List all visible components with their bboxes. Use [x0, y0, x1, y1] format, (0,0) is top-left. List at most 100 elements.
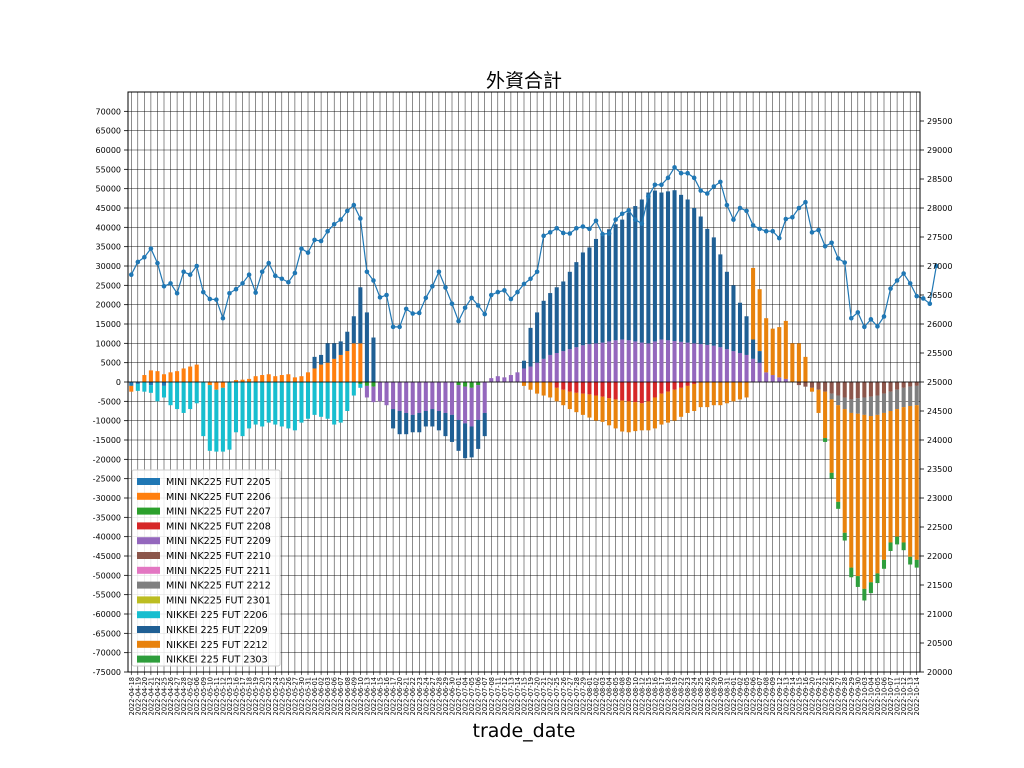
- price-line-point: [652, 182, 658, 188]
- bar-segment: [672, 190, 677, 342]
- x-tick-label: 2022-06-23: [416, 677, 424, 715]
- x-tick-label: 2022-07-26: [560, 677, 568, 715]
- bar-segment: [646, 401, 651, 431]
- bar-segment: [319, 382, 324, 417]
- x-tick-label: 2022-05-18: [246, 677, 254, 715]
- bar-segment: [908, 386, 913, 406]
- left-y-tick-label: 45000: [96, 204, 121, 213]
- bar-segment: [561, 389, 566, 406]
- price-line-point: [416, 310, 422, 316]
- bar-segment: [770, 375, 775, 382]
- legend[interactable]: MINI NK225 FUT 2205 MINI NK225 FUT 2206 MI…: [131, 469, 281, 667]
- bar-segment: [489, 378, 494, 382]
- price-line-point: [606, 231, 612, 236]
- bar-segment: [888, 411, 893, 543]
- bar-segment: [751, 267, 756, 340]
- price-line-point: [358, 216, 363, 221]
- price-line-point: [907, 281, 913, 286]
- bar-segment: [371, 337, 376, 382]
- bar-segment: [705, 382, 710, 408]
- legend-label: MINI NK225 FUT 2212: [166, 581, 271, 592]
- x-tick-label: 2022-04-19: [134, 677, 142, 715]
- bar-segment: [685, 199, 690, 343]
- bar-segment: [679, 341, 684, 382]
- price-line-point: [790, 214, 795, 220]
- left-y-tick-label: 20000: [96, 301, 121, 310]
- bar-segment: [502, 377, 507, 382]
- bar-segment: [836, 395, 841, 406]
- bar-segment: [633, 206, 638, 342]
- x-tick-label: 2022-08-10: [632, 677, 640, 715]
- bar-segment: [724, 349, 729, 382]
- bar-segment: [607, 398, 612, 426]
- price-line-point: [600, 231, 605, 237]
- bar-segment: [842, 397, 847, 410]
- left-y-tick-label: -40000: [93, 533, 121, 542]
- price-line-point: [737, 205, 743, 211]
- x-tick-label: 2022-05-11: [213, 677, 221, 715]
- bar-segment: [646, 343, 651, 382]
- bar-segment: [541, 300, 546, 359]
- x-tick-label: 2022-08-15: [645, 677, 653, 715]
- bar-segment: [207, 382, 212, 386]
- price-line-point: [299, 246, 304, 251]
- bar-segment: [476, 419, 481, 449]
- bar-segment: [325, 343, 330, 363]
- price-line-point: [803, 199, 808, 205]
- price-line-point: [449, 301, 455, 307]
- legend-label: NIKKEI 225 FUT 2209: [166, 625, 268, 636]
- bar-segment: [698, 216, 703, 345]
- bar-segment: [260, 382, 265, 427]
- bar-segment: [803, 356, 808, 382]
- bar-segment: [351, 382, 356, 396]
- price-line-point: [200, 289, 206, 295]
- price-line-point: [528, 276, 533, 282]
- legend-label: MINI NK225 FUT 2205: [166, 477, 271, 488]
- price-line-point: [534, 269, 540, 275]
- bar-segment: [816, 389, 821, 413]
- x-tick-label: 2022-06-15: [377, 677, 385, 715]
- x-tick-label: 2022-07-06: [475, 677, 483, 715]
- bar-segment: [397, 382, 402, 411]
- price-line-point: [279, 276, 285, 282]
- price-line-point: [338, 217, 344, 222]
- bar-segment: [449, 414, 455, 442]
- bar-segment: [652, 397, 657, 429]
- price-line-point: [574, 226, 579, 231]
- bar-segment: [842, 409, 847, 533]
- legend-swatch: [137, 611, 160, 619]
- bar-segment: [148, 370, 153, 382]
- price-line-point: [331, 221, 337, 227]
- legend-label: NIKKEI 225 FUT 2206: [166, 610, 268, 621]
- legend-swatch: [137, 566, 160, 574]
- bar-segment: [391, 409, 396, 429]
- legend-label: NIKKEI 225 FUT 2303: [166, 655, 268, 666]
- bar-segment: [692, 382, 697, 384]
- bar-segment: [724, 382, 729, 404]
- bar-segment: [731, 351, 736, 382]
- x-tick-label: 2022-08-26: [704, 677, 712, 715]
- x-tick-label: 2022-07-19: [527, 677, 535, 715]
- bar-segment: [659, 192, 664, 340]
- bar-segment: [724, 271, 729, 350]
- bar-segment: [377, 382, 383, 402]
- x-tick-label: 2022-09-08: [763, 677, 771, 715]
- price-line-point: [174, 290, 180, 296]
- bar-segment: [901, 387, 906, 408]
- price-line-point: [246, 272, 252, 278]
- x-tick-label: 2022-09-05: [743, 677, 751, 715]
- x-tick-label: 2022-10-06: [881, 677, 889, 715]
- left-y-tick-label: -5000: [98, 397, 121, 406]
- bar-segment: [371, 386, 376, 403]
- bar-segment: [875, 414, 880, 574]
- x-tick-label: 2022-04-28: [180, 677, 188, 715]
- price-line-point: [541, 233, 546, 239]
- bar-segment: [633, 382, 638, 403]
- bar-segment: [587, 382, 592, 395]
- x-tick-label: 2022-09-02: [737, 677, 745, 715]
- bar-segment: [286, 374, 291, 382]
- price-line-point: [220, 315, 226, 321]
- x-tick-label: 2022-06-27: [429, 677, 437, 715]
- bar-segment: [554, 387, 559, 402]
- bar-segment: [397, 411, 402, 435]
